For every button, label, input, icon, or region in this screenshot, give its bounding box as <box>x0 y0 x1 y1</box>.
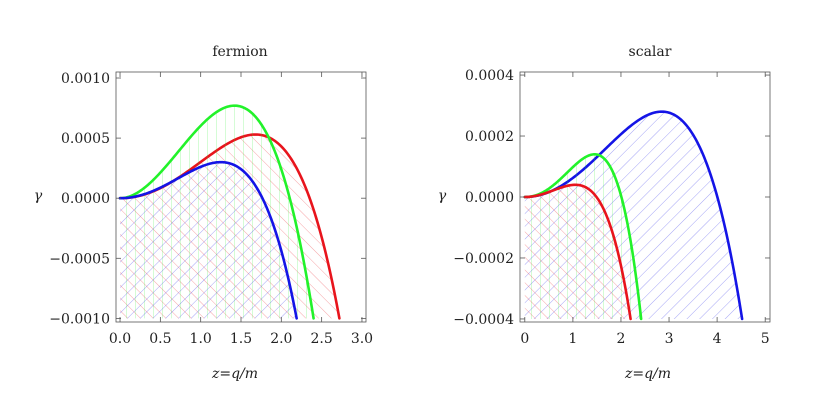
series-blue-fill <box>120 162 297 319</box>
x-tick-label: 0.0 <box>109 331 131 347</box>
series-green-line <box>523 153 643 321</box>
x-tick-label: 3.0 <box>351 331 373 347</box>
y-tick-label: 0.0000 <box>465 190 514 206</box>
series-green-line <box>118 104 315 320</box>
y-tick-label: 0.0000 <box>61 191 110 207</box>
x-axis-label: z=q/m <box>211 366 258 382</box>
y-tick-label: −0.0002 <box>453 251 514 267</box>
y-tick-label: 0.0010 <box>61 71 110 87</box>
y-tick-label: −0.0010 <box>49 311 110 327</box>
y-tick-label: 0.0002 <box>465 129 514 145</box>
scalar-chart: scalar 0 1 2 3 4 5 −0.0004 −0.0002 0.0000 0.0002 0… <box>438 44 771 382</box>
y-tick-label: 0.0004 <box>465 68 514 84</box>
chart-title: scalar <box>629 44 672 60</box>
x-tick-label: 1 <box>568 331 577 347</box>
x-tick-label: 5 <box>761 331 770 347</box>
y-tick-label: −0.0004 <box>453 312 514 328</box>
series-red-fill <box>524 184 631 319</box>
x-tick-label: 2 <box>617 331 626 347</box>
y-tick-label: 0.0005 <box>61 131 110 147</box>
y-tick-label: −0.0005 <box>49 251 110 267</box>
x-tick-label: 4 <box>713 331 722 347</box>
series-blue-line <box>118 160 298 320</box>
x-axis-label: z=q/m <box>624 366 671 382</box>
y-axis-label: γ <box>438 188 447 204</box>
series-red-line <box>523 183 632 321</box>
x-tick-label: 3 <box>665 331 674 347</box>
x-tick-label: 0 <box>520 331 529 347</box>
fermion-chart: fermion 0.0 0.5 1.0 1.5 2.0 2.5 3.0 −0.0010 −0.0… <box>34 44 373 382</box>
chart-title: fermion <box>212 44 267 60</box>
y-axis-label: γ <box>34 188 43 204</box>
x-tick-label: 1.0 <box>190 331 212 347</box>
x-tick-label: 2.0 <box>270 331 292 347</box>
x-tick-label: 1.5 <box>230 331 252 347</box>
x-tick-label: 2.5 <box>311 331 333 347</box>
x-tick-label: 0.5 <box>149 331 171 347</box>
